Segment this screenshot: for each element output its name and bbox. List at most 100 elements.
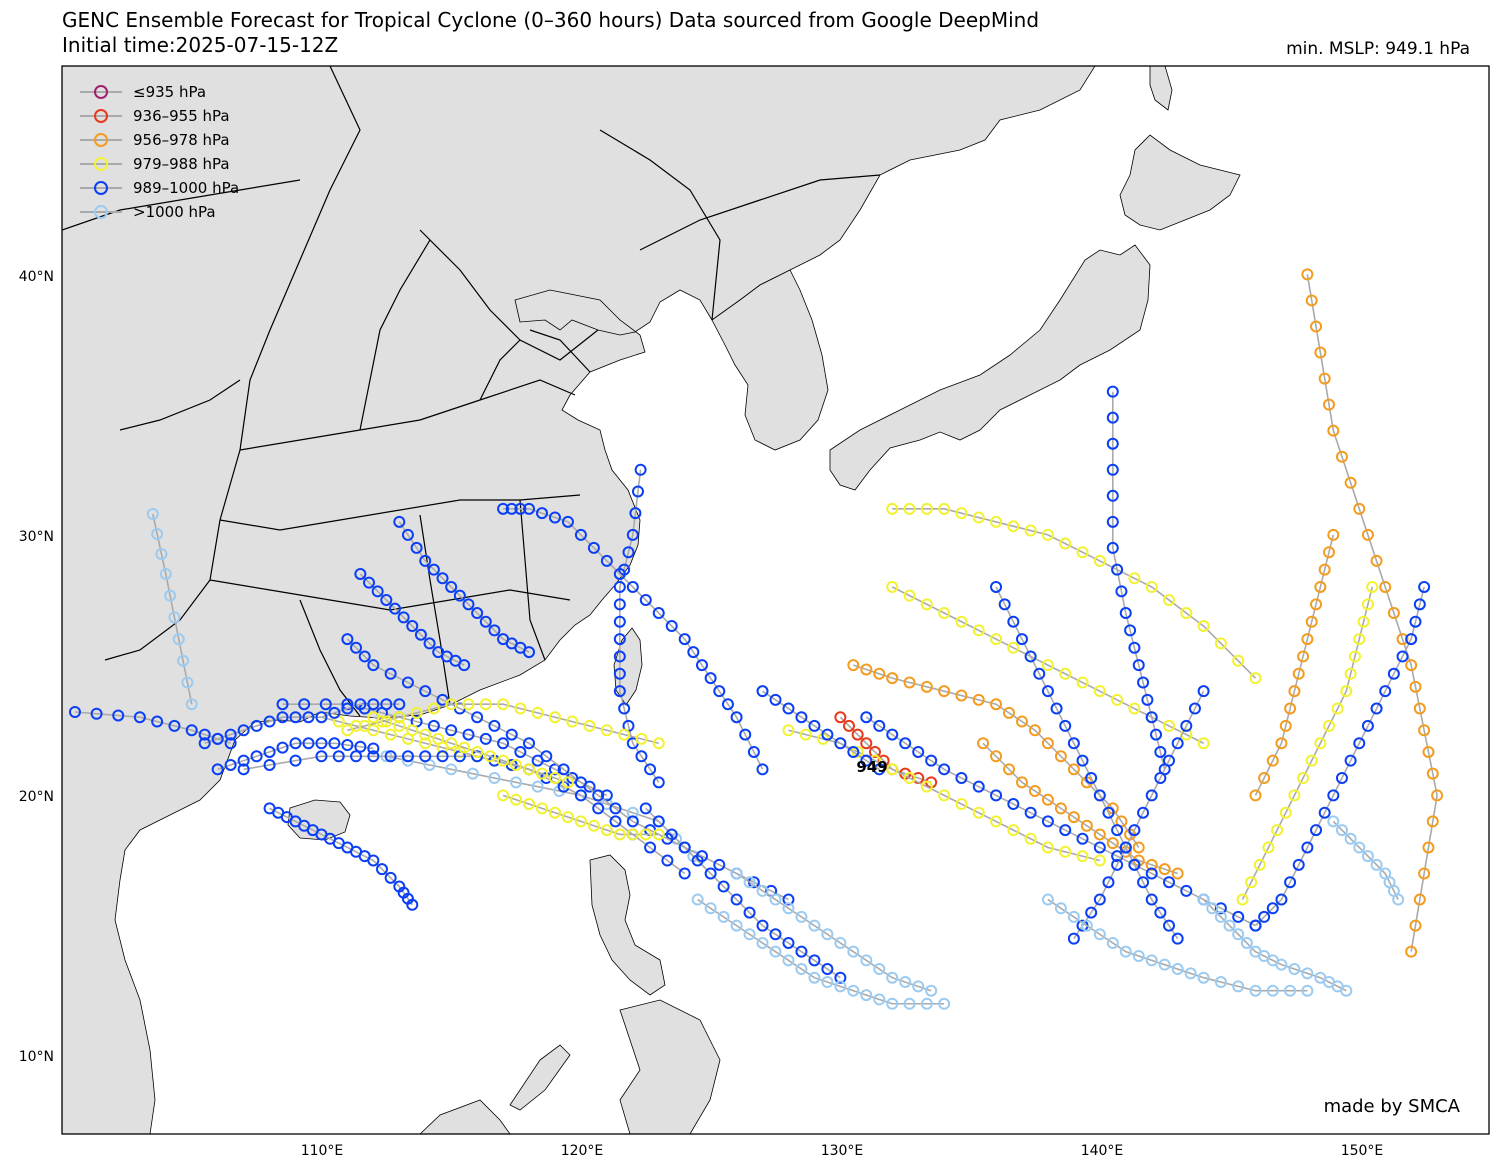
track-point: [341, 739, 354, 752]
track-point: [626, 828, 639, 841]
track-point: [436, 750, 449, 763]
track-point: [834, 737, 847, 750]
track-line: [1306, 274, 1438, 952]
track-line: [1073, 690, 1205, 940]
track-point: [821, 928, 834, 941]
track-point: [1041, 841, 1054, 854]
track-point: [423, 637, 436, 650]
track-point: [155, 547, 168, 560]
track-point: [1379, 685, 1392, 698]
track-line: [762, 690, 880, 770]
track-point: [384, 728, 397, 741]
track-point: [427, 719, 440, 732]
track-point: [990, 789, 1003, 802]
track-point: [990, 633, 1003, 646]
track-point: [224, 728, 237, 741]
track-point: [756, 685, 769, 698]
pressure-legend: ≤935 hPa 936–955 hPa 956–978 hPa 979–988…: [80, 83, 239, 221]
map-area: 949: [62, 66, 1489, 1134]
track-point: [1067, 811, 1080, 824]
track-point: [886, 971, 899, 984]
track-point: [1249, 672, 1262, 685]
track-point: [1292, 667, 1305, 680]
track-point: [1232, 980, 1245, 993]
track-point: [380, 594, 393, 606]
track-point: [198, 728, 211, 741]
track-point: [1418, 580, 1431, 593]
track-point: [977, 737, 990, 750]
track-point: [1050, 702, 1063, 715]
track-point: [1422, 745, 1435, 758]
track-point: [713, 685, 726, 698]
track-point: [561, 515, 574, 528]
track-point: [955, 615, 968, 628]
track-point: [1318, 372, 1331, 385]
track-line: [865, 716, 1256, 927]
land-japan: [829, 244, 1151, 491]
track-point: [1197, 685, 1210, 698]
track-point: [1418, 867, 1431, 880]
track-point: [548, 806, 561, 819]
track-point: [1340, 685, 1353, 698]
track-point: [1405, 633, 1418, 646]
track-point: [1106, 837, 1119, 850]
track-point: [860, 711, 873, 724]
track-point: [1301, 967, 1314, 980]
track-point: [618, 728, 631, 741]
track-point: [1197, 737, 1210, 750]
track-point: [644, 763, 657, 776]
track-line: [839, 716, 932, 784]
track-point: [497, 502, 510, 515]
track-line: [204, 703, 400, 745]
track-point: [1085, 906, 1098, 919]
track-point: [652, 815, 665, 828]
track-line: [217, 742, 374, 771]
track-point: [1353, 633, 1366, 646]
track-line: [853, 664, 1140, 848]
track-point: [704, 672, 717, 685]
track-point: [510, 776, 523, 789]
track-point: [1076, 546, 1089, 559]
track-point: [1128, 702, 1141, 715]
track-point: [860, 754, 873, 767]
track-point: [1249, 984, 1262, 997]
track-point: [1093, 893, 1106, 906]
track-point: [1137, 676, 1150, 689]
track-point: [1232, 928, 1245, 941]
track-point: [1275, 737, 1288, 750]
track-point: [1111, 693, 1124, 706]
track-point: [1258, 772, 1271, 784]
track-point: [1335, 450, 1348, 463]
track-point: [1301, 268, 1314, 281]
track-point: [847, 984, 860, 997]
track-point: [1275, 893, 1288, 906]
track-point: [821, 963, 834, 976]
track-point: [873, 667, 886, 680]
track-point: [1327, 815, 1340, 828]
land-hokkaido: [1119, 134, 1241, 231]
track-point: [1111, 824, 1124, 837]
track-point: [224, 737, 237, 750]
track-point: [769, 945, 782, 958]
track-point: [717, 880, 730, 893]
land-luzon: [589, 854, 666, 996]
track-point: [406, 898, 419, 911]
lat-ticks: 40°N 30°N 20°N 10°N: [19, 269, 54, 1065]
track-point: [488, 719, 501, 732]
track-point: [1387, 607, 1400, 620]
track-point: [354, 698, 367, 711]
track-point: [1344, 667, 1357, 680]
track-point: [938, 789, 951, 802]
track-point: [1080, 819, 1093, 832]
land-borneo: [419, 1099, 511, 1134]
track-point: [860, 663, 873, 676]
track-point: [514, 502, 527, 515]
track-point: [990, 750, 1003, 763]
track-point: [955, 689, 968, 702]
track-point: [1128, 858, 1141, 871]
track-point: [466, 767, 479, 780]
track-point: [133, 711, 146, 724]
track-point: [1163, 919, 1176, 932]
track-point: [1370, 858, 1383, 871]
track-point: [1059, 537, 1072, 550]
